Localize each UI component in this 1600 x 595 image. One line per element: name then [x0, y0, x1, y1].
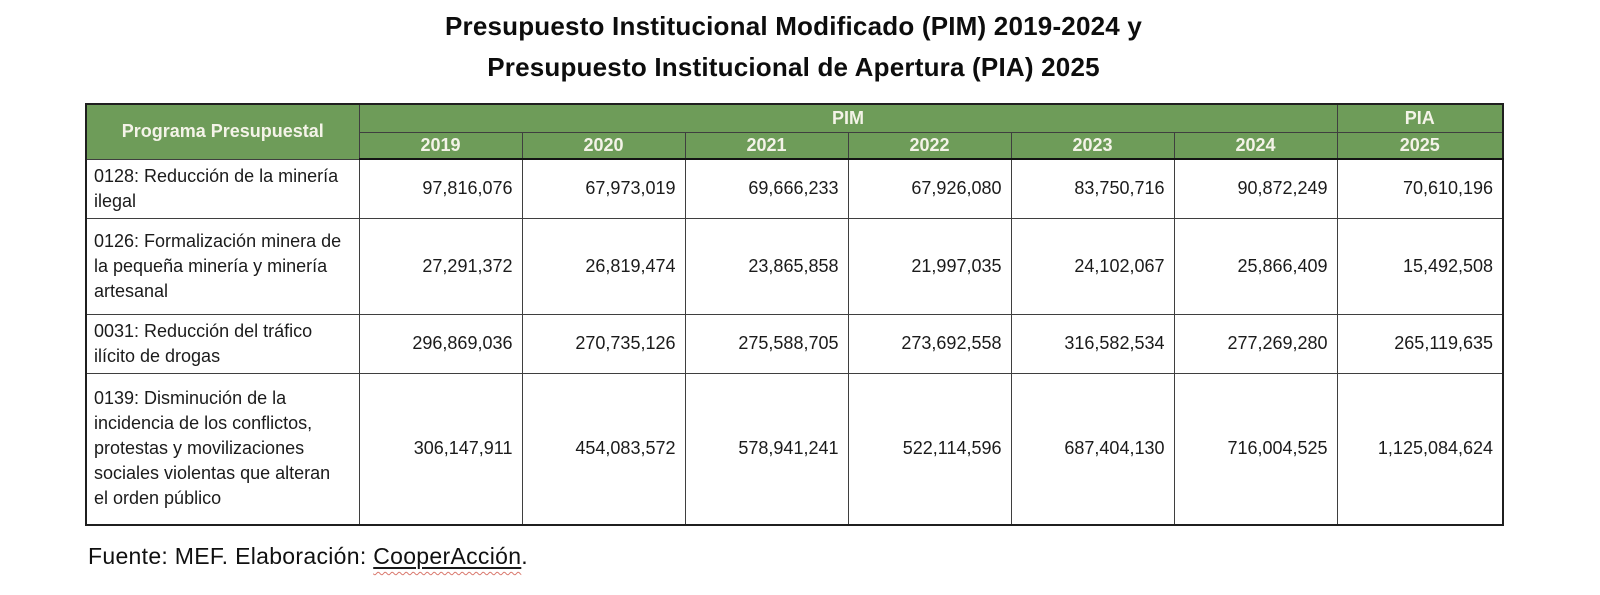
program-cell: 0031: Reducción del tráfico ilícito de d…	[85, 313, 360, 374]
table-row-0031: 0031: Reducción del tráfico ilícito de d…	[85, 313, 1504, 374]
title-line-2: Presupuesto Institucional de Apertura (P…	[487, 52, 1100, 82]
value-cell: 15,492,508	[1336, 217, 1504, 315]
year-header-2024: 2024	[1173, 131, 1338, 160]
value-cell: 277,269,280	[1173, 313, 1338, 374]
value-cell: 69,666,233	[684, 158, 849, 219]
value-cell: 306,147,911	[358, 372, 523, 526]
value-cell: 316,582,534	[1010, 313, 1175, 374]
value-cell: 26,819,474	[521, 217, 686, 315]
header-group-row: Programa Presupuestal PIM PIA	[85, 103, 1504, 160]
value-cell: 21,997,035	[847, 217, 1012, 315]
program-cell: 0139: Disminución de la incidencia de lo…	[85, 372, 360, 526]
value-cell: 24,102,067	[1010, 217, 1175, 315]
table-row-0139: 0139: Disminución de la incidencia de lo…	[85, 372, 1504, 526]
value-cell: 296,869,036	[358, 313, 523, 374]
value-cell: 265,119,635	[1336, 313, 1504, 374]
source-note: Fuente: MEF. Elaboración: CooperAcción.	[88, 543, 528, 570]
year-header-2025: 2025	[1336, 131, 1504, 160]
title-line-1: Presupuesto Institucional Modificado (PI…	[444, 11, 1143, 41]
value-cell: 687,404,130	[1010, 372, 1175, 526]
value-cell: 83,750,716	[1010, 158, 1175, 219]
value-cell: 275,588,705	[684, 313, 849, 374]
cooperaccion-link-label: CooperAcción	[373, 543, 522, 569]
year-header-2020: 2020	[521, 131, 686, 160]
group-header-pia: PIA	[1336, 103, 1504, 133]
value-cell: 97,816,076	[358, 158, 523, 219]
source-note-period: .	[521, 543, 528, 569]
year-header-2019: 2019	[358, 131, 523, 160]
value-cell: 67,973,019	[521, 158, 686, 219]
value-cell: 454,083,572	[521, 372, 686, 526]
page-title: Presupuesto Institucional Modificado (PI…	[85, 6, 1502, 88]
year-header-2022: 2022	[847, 131, 1012, 160]
value-cell: 522,114,596	[847, 372, 1012, 526]
header-year-row: 2019 2020 2021 2022 2023 2024 2025	[86, 131, 1504, 160]
value-cell: 273,692,558	[847, 313, 1012, 374]
budget-table: Programa Presupuestal PIM PIA 2019 2020 …	[85, 103, 1505, 526]
value-cell: 716,004,525	[1173, 372, 1338, 526]
value-cell: 270,735,126	[521, 313, 686, 374]
value-cell: 23,865,858	[684, 217, 849, 315]
value-cell: 70,610,196	[1336, 158, 1504, 219]
source-note-prefix: Fuente: MEF. Elaboración:	[88, 543, 374, 569]
value-cell: 25,866,409	[1173, 217, 1338, 315]
program-cell: 0128: Reducción de la minería ilegal	[85, 158, 360, 219]
value-cell: 90,872,249	[1173, 158, 1338, 219]
value-cell: 27,291,372	[358, 217, 523, 315]
year-header-2021: 2021	[684, 131, 849, 160]
value-cell: 67,926,080	[847, 158, 1012, 219]
year-header-2023: 2023	[1010, 131, 1175, 160]
program-cell: 0126: Formalización minera de la pequeña…	[85, 217, 360, 315]
cooperaccion-link[interactable]: CooperAcción	[373, 543, 521, 569]
value-cell: 578,941,241	[684, 372, 849, 526]
column-header-programa-presupuestal: Programa Presupuestal	[85, 103, 360, 160]
value-cell: 1,125,084,624	[1336, 372, 1504, 526]
group-header-pim: PIM	[358, 103, 1338, 133]
table-row-0128: 0128: Reducción de la minería ilegal 97,…	[85, 158, 1504, 219]
table-row-0126: 0126: Formalización minera de la pequeña…	[85, 217, 1504, 315]
